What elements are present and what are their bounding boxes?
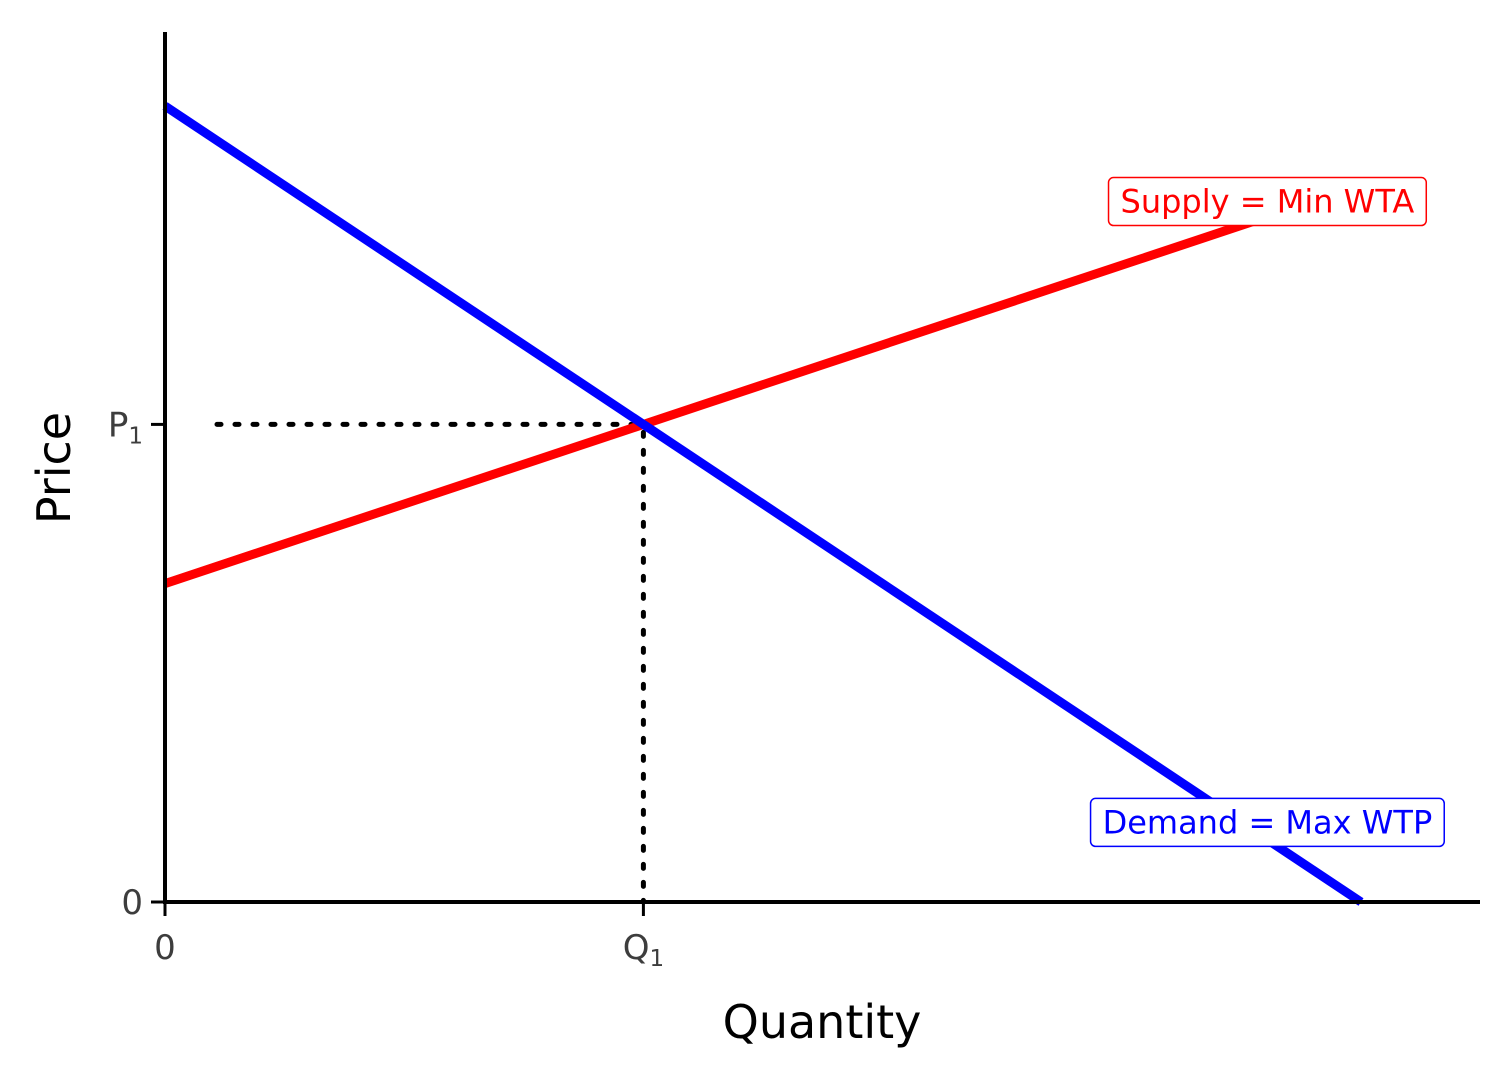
- demand-curve: [162, 102, 1364, 906]
- y-tick-label: P1: [108, 405, 143, 449]
- axis-ticks: 0 P1 0 Q1: [108, 405, 664, 972]
- equilibrium-guides: [214, 421, 646, 905]
- y-axis-title: Price: [27, 412, 81, 524]
- y-tick-label: 0: [121, 883, 143, 923]
- label-text: Supply = Min WTA: [1121, 183, 1415, 221]
- series-labels: Supply = Min WTA Demand = Max WTP: [1089, 176, 1445, 848]
- label-box: [1089, 797, 1445, 848]
- axes: [163, 32, 1480, 904]
- x-tick-label: 0: [154, 928, 176, 968]
- x-tick-label: Q1: [623, 928, 664, 972]
- x-axis-title: Quantity: [723, 995, 922, 1049]
- label-text: Demand = Max WTP: [1103, 803, 1433, 841]
- supply-label: Supply = Min WTA: [1107, 176, 1428, 227]
- demand-label: Demand = Max WTP: [1089, 797, 1445, 848]
- label-box: [1107, 176, 1428, 227]
- curves: [162, 102, 1364, 906]
- supply-curve: [163, 181, 1363, 588]
